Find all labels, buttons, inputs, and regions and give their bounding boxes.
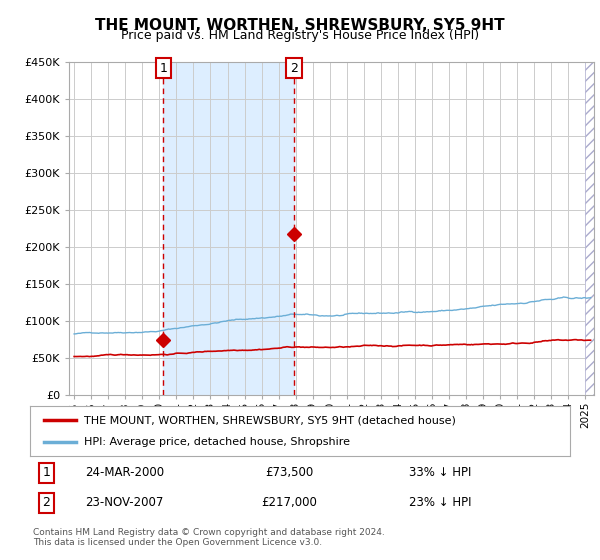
Text: THE MOUNT, WORTHEN, SHREWSBURY, SY5 9HT: THE MOUNT, WORTHEN, SHREWSBURY, SY5 9HT [95, 18, 505, 33]
Bar [586, 62, 600, 395]
Text: £217,000: £217,000 [261, 496, 317, 509]
Text: THE MOUNT, WORTHEN, SHREWSBURY, SY5 9HT (detached house): THE MOUNT, WORTHEN, SHREWSBURY, SY5 9HT … [84, 415, 456, 425]
Text: 23-NOV-2007: 23-NOV-2007 [85, 496, 164, 509]
Text: 1: 1 [160, 62, 167, 74]
Text: £73,500: £73,500 [265, 466, 313, 479]
Text: 2: 2 [42, 496, 50, 509]
Text: 24-MAR-2000: 24-MAR-2000 [85, 466, 164, 479]
Text: 2: 2 [290, 62, 298, 74]
Text: 33% ↓ HPI: 33% ↓ HPI [409, 466, 472, 479]
Text: Price paid vs. HM Land Registry's House Price Index (HPI): Price paid vs. HM Land Registry's House … [121, 29, 479, 42]
Text: HPI: Average price, detached house, Shropshire: HPI: Average price, detached house, Shro… [84, 437, 350, 447]
Bar [586, 62, 600, 395]
Bar [163, 62, 294, 395]
Text: 23% ↓ HPI: 23% ↓ HPI [409, 496, 472, 509]
Text: 1: 1 [42, 466, 50, 479]
Text: Contains HM Land Registry data © Crown copyright and database right 2024.
This d: Contains HM Land Registry data © Crown c… [33, 528, 385, 547]
